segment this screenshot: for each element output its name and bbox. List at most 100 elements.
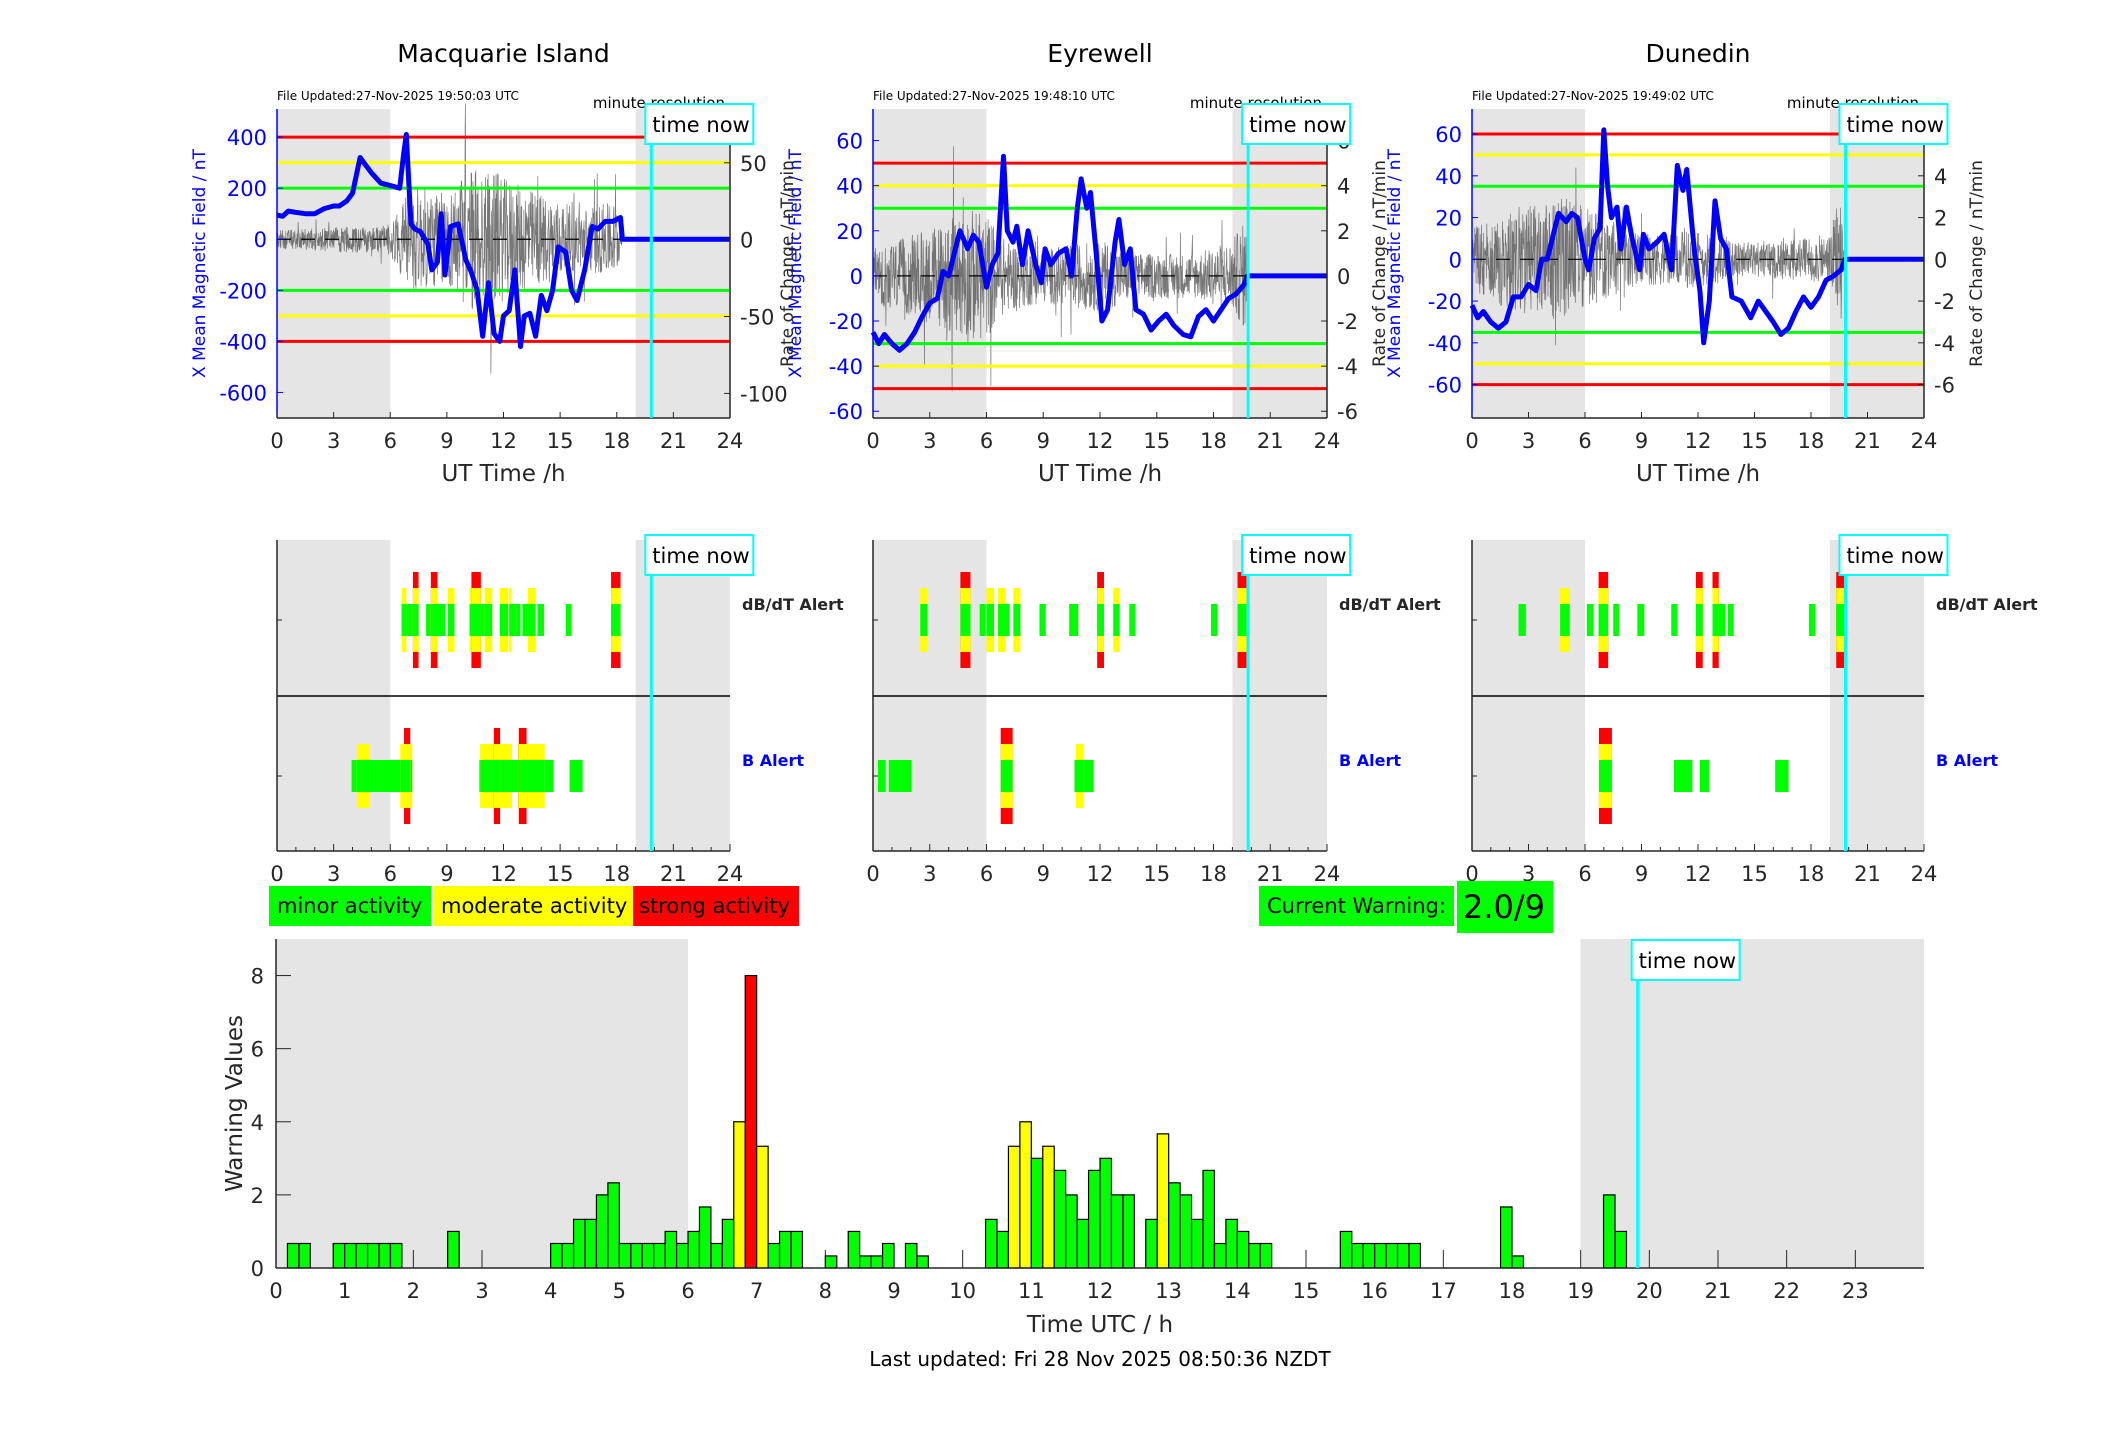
warning-bar	[1110, 1194, 1124, 1269]
y-tick-label-left: -40	[829, 355, 863, 379]
y-tick-label-right: 4	[1337, 175, 1350, 199]
x-tick-label: 6	[980, 429, 993, 453]
warning-bar	[984, 1218, 998, 1269]
x-tick-label: 21	[660, 429, 687, 453]
x-tick-label: 21	[1257, 429, 1284, 453]
x-tick-label: 15	[1143, 429, 1170, 453]
y-tick-label: 0	[251, 1257, 264, 1281]
warning-bar	[1362, 1242, 1376, 1269]
warning-bar	[286, 1242, 300, 1269]
legend-minor-activity: minor activity	[269, 886, 431, 926]
y-tick-label-left: 20	[1435, 207, 1462, 231]
y-tick-label-right: 0	[1337, 265, 1350, 289]
b-alert-segment-level-1	[404, 760, 411, 792]
dbdt-alert-segment-level-1	[509, 604, 512, 636]
x-tick-label: 12	[490, 862, 517, 886]
dbdt-alert-segment-level-1	[480, 604, 485, 636]
dbdt-alert-segment-level-1	[1637, 604, 1645, 636]
warning-bar	[1202, 1169, 1216, 1269]
x-tick-label: 21	[1705, 1279, 1732, 1303]
warning-bar	[847, 1230, 861, 1269]
dbdt-alert-segment-level-1	[1671, 604, 1678, 636]
x-tick-label: 9	[1635, 429, 1648, 453]
b-alert-segment-level-1	[480, 760, 494, 792]
b-alert-segment-level-1	[493, 760, 501, 792]
time-now-marker-box	[644, 534, 755, 576]
y-tick-label-right: -100	[740, 382, 788, 406]
dbdt-alert-segment-level-1	[469, 604, 472, 636]
night-shade	[1580, 939, 1924, 1268]
x-axis-label: UT Time /h	[1038, 461, 1162, 487]
warning-bar	[904, 1242, 918, 1269]
night-shade	[276, 939, 688, 1268]
warning-bar	[1213, 1242, 1227, 1269]
warning-bar	[1087, 1169, 1101, 1269]
dbdt-alert-segment-level-1	[986, 604, 995, 636]
x-tick-label: 24	[717, 429, 744, 453]
dbdt-alert-segment-level-1	[1518, 604, 1526, 636]
warning-bar	[641, 1242, 655, 1269]
time-now-marker-label: time now	[1846, 544, 1943, 568]
warning-bar	[332, 1242, 346, 1269]
dbdt-alert-label: dB/dT Alert	[1936, 595, 2038, 614]
field-trace	[1469, 127, 1924, 346]
x-tick-label: 6	[1578, 429, 1591, 453]
night-shade	[277, 109, 391, 418]
warning-bar	[733, 1121, 746, 1269]
y-tick-label: 4	[251, 1111, 264, 1135]
x-tick-label: 21	[1854, 429, 1881, 453]
y-tick-label-right: 0	[1934, 248, 1947, 272]
warning-bar	[1030, 1157, 1044, 1269]
x-tick-label: 0	[270, 862, 283, 886]
y-tick-label: 8	[251, 965, 264, 989]
x-tick-label: 6	[980, 862, 993, 886]
warning-bar	[1396, 1242, 1410, 1269]
alert-plot-macquarie: 0 3 6 9 12 15 18 21 24 dB/dT Alert B Alert time now	[270, 534, 844, 886]
x-tick-label: 24	[1314, 862, 1341, 886]
time-now-marker-box	[1241, 534, 1352, 576]
y-tick-label-right: -50	[740, 306, 774, 330]
time-now-marker-label: time now	[1249, 544, 1346, 568]
x-tick-label: 0	[866, 862, 879, 886]
x-tick-label: 24	[1911, 862, 1938, 886]
x-tick-label: 6	[681, 1279, 694, 1303]
y-axis-label-right: Rate of Change / nT/min	[1370, 160, 1390, 367]
dbdt-alert-segment-level-1	[1836, 604, 1845, 636]
x-tick-label: 17	[1430, 1279, 1457, 1303]
dbdt-alert-segment-level-1	[484, 604, 493, 636]
b-alert-label: B Alert	[1936, 751, 1998, 770]
warning-bar	[824, 1255, 838, 1269]
warning-bar	[1122, 1194, 1135, 1269]
x-tick-label: 24	[1911, 429, 1938, 453]
x-tick-label: 1	[338, 1279, 351, 1303]
dbdt-alert-segment-level-1	[1712, 604, 1719, 636]
warning-bar	[344, 1242, 357, 1269]
y-tick-label-right: 0	[740, 229, 753, 253]
warning-bar	[550, 1242, 563, 1269]
y-tick-label-left: -60	[829, 400, 863, 424]
y-tick-label-left: -600	[219, 381, 267, 405]
warning-bar	[1042, 1145, 1055, 1269]
plot-title: Dunedin	[1646, 39, 1751, 68]
x-tick-label: 4	[544, 1279, 557, 1303]
x-tick-label: 3	[923, 429, 936, 453]
dbdt-alert-segment-level-1	[426, 604, 431, 636]
x-tick-label: 12	[1087, 862, 1114, 886]
warning-bar	[584, 1218, 598, 1269]
y-tick-label-right: -4	[1337, 355, 1358, 379]
dbdt-alert-segment-level-1	[499, 604, 509, 636]
time-now-marker-label: time now	[1846, 113, 1943, 137]
dbdt-alert-segment-level-1	[401, 604, 407, 636]
y-tick-label-left: -20	[1428, 290, 1462, 314]
warning-bar	[1374, 1242, 1387, 1269]
b-alert-segment-level-1	[369, 760, 401, 792]
y-tick-label-left: 400	[227, 126, 267, 150]
x-tick-label: 8	[819, 1279, 832, 1303]
x-tick-label: 18	[1499, 1279, 1526, 1303]
warning-bar	[1236, 1230, 1250, 1269]
b-alert-segment-level-1	[1699, 760, 1709, 792]
x-tick-label: 21	[1257, 862, 1284, 886]
dbdt-alert-segment-level-1	[1586, 604, 1594, 636]
